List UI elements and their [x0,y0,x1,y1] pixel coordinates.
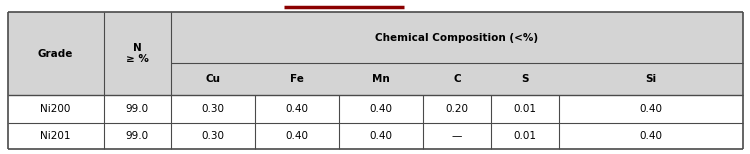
Text: 0.30: 0.30 [202,104,224,114]
Text: 0.40: 0.40 [639,104,662,114]
Bar [171,12,742,63]
Text: Chemical Composition (<%): Chemical Composition (<%) [375,33,538,43]
Text: 0.40: 0.40 [286,131,308,141]
Text: Ni201: Ni201 [40,131,70,141]
Text: —: — [452,131,462,141]
Text: 0.40: 0.40 [639,131,662,141]
Text: 0.01: 0.01 [514,131,536,141]
Text: 0.20: 0.20 [446,104,469,114]
Text: Fe: Fe [290,74,304,84]
Bar [8,12,104,95]
Text: Si: Si [645,74,656,84]
Text: 0.40: 0.40 [370,131,392,141]
Text: 0.40: 0.40 [370,104,392,114]
Bar [171,63,742,95]
Text: C: C [453,74,461,84]
Text: 99.0: 99.0 [126,104,148,114]
Text: S: S [521,74,529,84]
Text: 99.0: 99.0 [126,131,148,141]
Text: N
≥ %: N ≥ % [126,43,148,64]
Text: Mn: Mn [372,74,390,84]
Text: 0.30: 0.30 [202,131,224,141]
Text: 0.40: 0.40 [286,104,308,114]
Bar [104,12,171,95]
Text: Cu: Cu [206,74,220,84]
Text: Ni200: Ni200 [40,104,70,114]
Text: Grade: Grade [38,49,74,59]
Text: 0.01: 0.01 [514,104,536,114]
